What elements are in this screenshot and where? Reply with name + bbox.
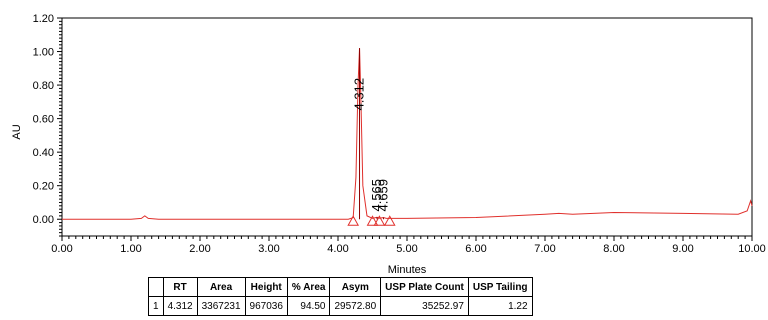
x-tick-label: 4.00 <box>327 243 348 255</box>
baseline-marker <box>383 215 396 226</box>
baseline-marker <box>373 215 386 226</box>
x-tick-label: 10.00 <box>738 243 766 255</box>
table-cell: 35252.97 <box>380 296 469 316</box>
chromatogram-chart: 0.00 1.00 2.00 3.00 4.00 5.00 6.00 7.00 8.00 9.00… <box>11 13 766 275</box>
table-row: 1 4.312 3367231 967036 94.50 29572.80 35252.97… <box>148 296 533 316</box>
x-axis-title: Minutes <box>388 264 427 275</box>
x-tick-label: 8.00 <box>603 243 624 255</box>
baseline-markers <box>347 215 396 226</box>
column-header <box>148 277 164 297</box>
column-header: USP Tailing <box>467 277 533 297</box>
peak-label: 4.565 <box>369 179 384 212</box>
y-tick-label: 0.00 <box>33 214 54 226</box>
x-tick-label: 6.00 <box>465 243 486 255</box>
table-cell: 3367231 <box>196 296 246 316</box>
peak-label: 4.659 <box>375 179 390 212</box>
y-tick-label: 1.20 <box>33 13 54 25</box>
table-cell: 4.312 <box>162 296 198 316</box>
table-cell: 967036 <box>244 296 288 316</box>
column-header: USP Plate Count <box>380 277 469 297</box>
x-tick-label: 0.00 <box>51 243 72 255</box>
chromatogram-trace <box>62 48 753 220</box>
table-header-row: RT Area Height% Area Asym USP Plate Count USP… <box>148 277 533 297</box>
x-tick-label: 7.00 <box>534 243 555 255</box>
y-axis-ticks: 0.00 0.20 0.40 0.60 0.80 1.00 1.20 <box>33 13 62 237</box>
column-header: Asym <box>329 277 382 297</box>
y-tick-label: 0.60 <box>33 114 54 126</box>
peak-results-table: RT Area Height% Area Asym USP Plate Count USP… <box>148 277 533 316</box>
baseline-marker <box>366 215 379 226</box>
table-cell: 1 <box>148 296 164 316</box>
column-header: % Area <box>286 277 331 297</box>
column-header: RT <box>162 277 198 297</box>
table-cell: 1.22 <box>467 296 533 316</box>
y-axis-title: AU <box>11 124 23 139</box>
x-tick-label: 5.00 <box>396 243 417 255</box>
y-tick-label: 1.00 <box>33 47 54 59</box>
table-body: 1 4.312 3367231 967036 94.50 29572.80 35252.97… <box>148 296 533 316</box>
plot-frame <box>61 17 753 237</box>
peak-label: 4.312 <box>352 78 367 111</box>
x-tick-label: 1.00 <box>120 243 141 255</box>
baseline-marker <box>347 215 360 226</box>
column-header: Height <box>244 277 288 297</box>
x-tick-label: 3.00 <box>258 243 279 255</box>
table-cell: 29572.80 <box>329 296 382 316</box>
column-header: Area <box>196 277 246 297</box>
x-axis-ticks: 0.00 1.00 2.00 3.00 4.00 5.00 6.00 7.00 8.00 9.00… <box>51 236 766 255</box>
y-tick-label: 0.20 <box>33 181 54 193</box>
x-tick-label: 9.00 <box>672 243 693 255</box>
table-cell: 94.50 <box>286 296 331 316</box>
y-tick-label: 0.40 <box>33 147 54 159</box>
x-tick-label: 2.00 <box>189 243 210 255</box>
y-tick-label: 0.80 <box>33 80 54 92</box>
